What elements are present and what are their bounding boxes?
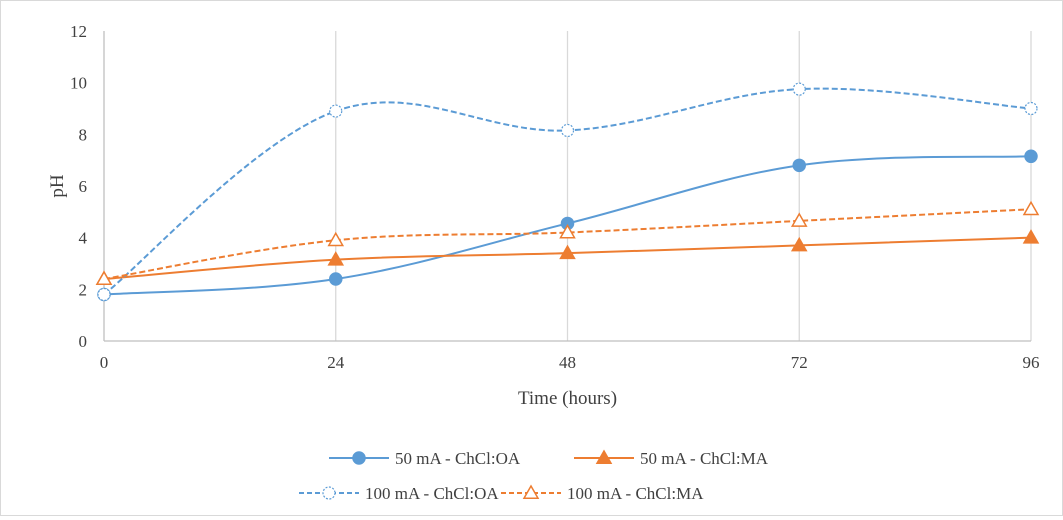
data-point-series-4 bbox=[1022, 200, 1040, 216]
legend-label: 50 mA - ChCl:MA bbox=[640, 449, 769, 468]
data-point-series-3 bbox=[792, 82, 806, 96]
legend-swatch-marker bbox=[322, 486, 336, 500]
y-tick-label: 0 bbox=[79, 332, 88, 351]
data-point-series-4 bbox=[95, 270, 113, 285]
legend-swatch-marker bbox=[595, 449, 613, 464]
legend-label: 100 mA - ChCl:OA bbox=[365, 484, 499, 503]
legend-item: 50 mA - ChCl:MA bbox=[574, 449, 769, 468]
legend-label: 50 mA - ChCl:OA bbox=[395, 449, 521, 468]
data-point-series-4 bbox=[327, 231, 345, 247]
data-point-series-2 bbox=[790, 236, 808, 252]
x-tick-label: 72 bbox=[791, 353, 808, 372]
legend: 50 mA - ChCl:OA 50 mA - ChCl:MA 100 mA - C… bbox=[299, 449, 769, 503]
data-point-series-1 bbox=[792, 158, 806, 173]
y-tick-label: 2 bbox=[79, 280, 88, 299]
data-point-series-2 bbox=[559, 244, 576, 260]
y-tick-label: 8 bbox=[79, 125, 88, 144]
y-tick-label: 6 bbox=[79, 177, 88, 196]
data-point-series-1 bbox=[1024, 149, 1038, 164]
x-tick-label: 0 bbox=[100, 353, 109, 372]
legend-item: 50 mA - ChCl:OA bbox=[329, 449, 521, 468]
data-point-series-3 bbox=[97, 287, 111, 302]
data-point-series-4 bbox=[559, 223, 576, 239]
y-tick-label: 4 bbox=[79, 229, 88, 248]
series-markers bbox=[95, 82, 1040, 302]
data-point-series-3 bbox=[1024, 101, 1038, 116]
legend-item: 100 mA - ChCl:MA bbox=[501, 484, 704, 503]
legend-label: 100 mA - ChCl:MA bbox=[567, 484, 704, 503]
grid bbox=[335, 31, 1032, 341]
y-tick-label: 12 bbox=[70, 22, 87, 41]
data-point-series-4 bbox=[790, 212, 808, 227]
legend-item: 100 mA - ChCl:OA bbox=[299, 484, 499, 503]
x-tick-label: 24 bbox=[327, 353, 345, 372]
y-tick-label: 10 bbox=[70, 74, 87, 93]
data-point-series-1 bbox=[329, 272, 343, 286]
legend-swatch-marker bbox=[522, 484, 540, 499]
y-axis-label: pH bbox=[47, 174, 68, 198]
x-tick-label: 48 bbox=[559, 353, 576, 372]
legend-swatch-marker bbox=[352, 451, 366, 465]
x-axis-label: Time (hours) bbox=[518, 388, 617, 409]
data-point-series-2 bbox=[1022, 229, 1040, 244]
data-point-series-2 bbox=[327, 251, 345, 266]
data-point-series-3 bbox=[329, 104, 343, 118]
data-point-series-3 bbox=[560, 123, 575, 138]
x-tick-label: 96 bbox=[1023, 353, 1040, 372]
